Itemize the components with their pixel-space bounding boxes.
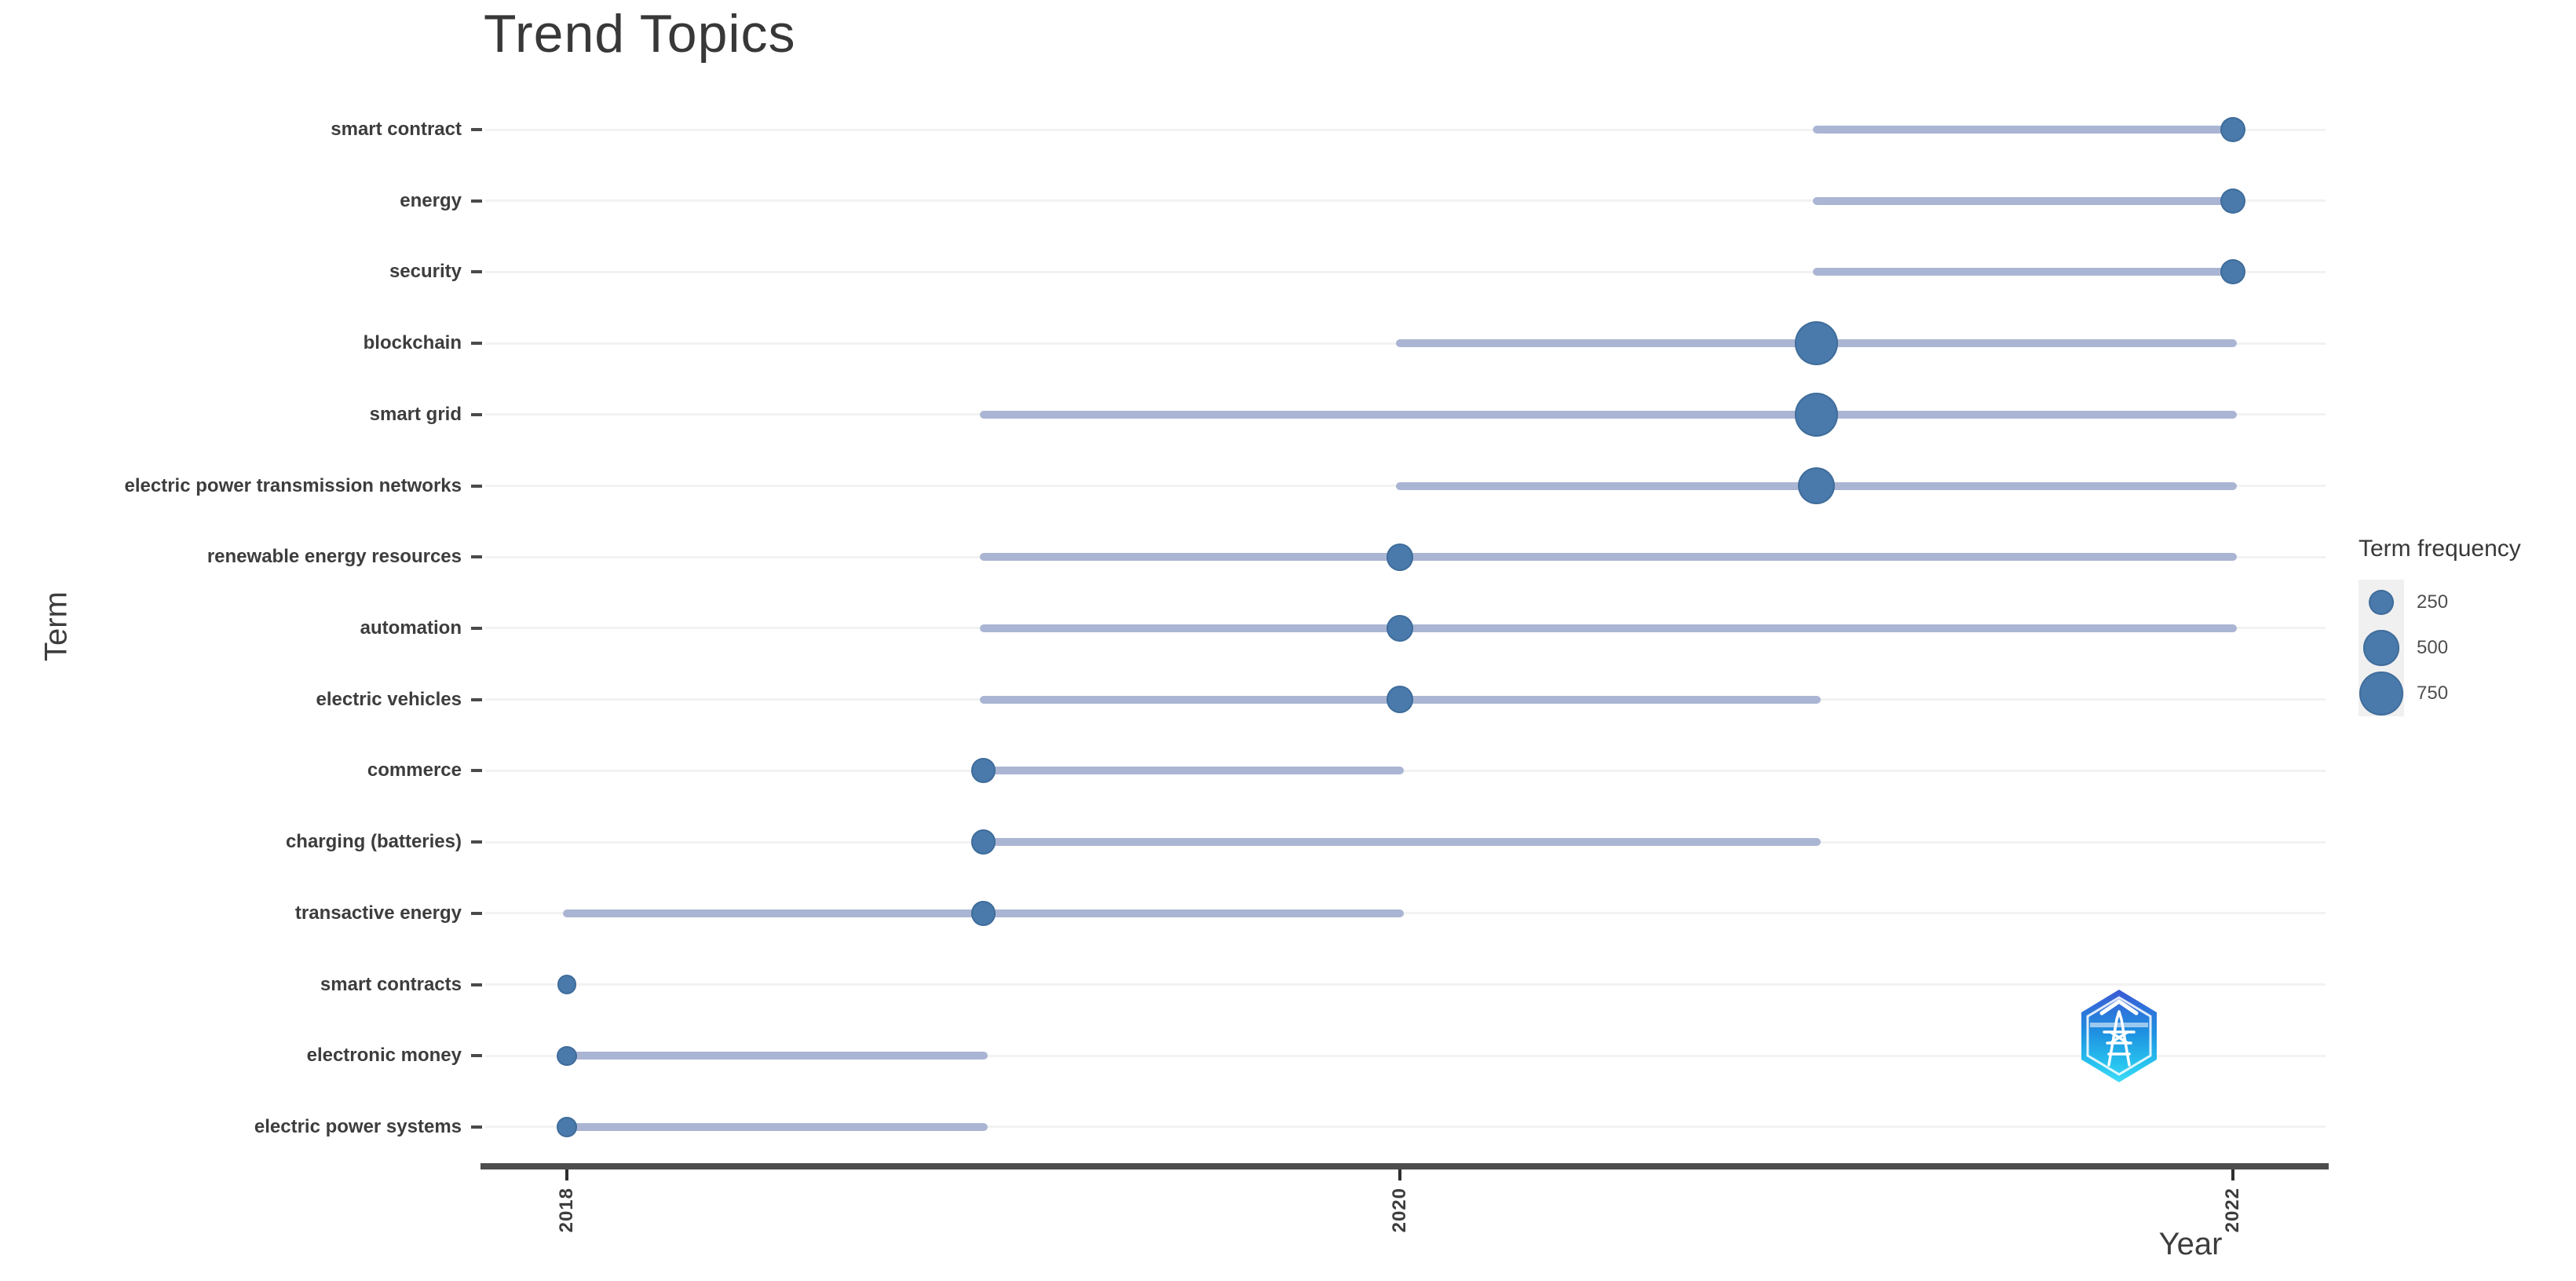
term-frequency-legend: Term frequency 250 500 750: [2359, 536, 2521, 716]
term-frequency-dot: [557, 1045, 577, 1067]
y-axis-label: blockchain: [363, 332, 462, 354]
term-frequency-dot: [970, 900, 996, 926]
y-axis-tick: [471, 128, 482, 131]
y-axis-label: electric power systems: [254, 1115, 462, 1137]
term-frequency-dot: [2220, 188, 2245, 214]
y-axis-label: commerce: [367, 759, 462, 781]
row-gridline: [485, 983, 2326, 986]
legend-entry: 250: [2359, 580, 2448, 625]
y-axis-tick: [471, 412, 482, 416]
legend-entry: 500: [2359, 625, 2448, 671]
term-frequency-dot: [1794, 321, 1839, 365]
term-frequency-dot: [970, 829, 996, 855]
legend-label: 500: [2417, 637, 2449, 658]
term-frequency-dot: [2220, 259, 2245, 285]
y-axis-label: security: [389, 261, 462, 283]
y-axis-tick: [471, 199, 482, 203]
term-range-line: [979, 767, 1404, 775]
y-axis-label: energy: [400, 189, 462, 211]
y-axis-label: transactive energy: [294, 902, 462, 924]
y-axis-tick: [471, 1054, 482, 1058]
x-axis-tick: [565, 1169, 568, 1180]
y-axis-tick: [471, 555, 482, 559]
y-axis-tick: [471, 1125, 482, 1129]
term-frequency-dot: [1794, 393, 1839, 437]
term-range-line: [1812, 126, 2237, 134]
x-axis-line: [480, 1163, 2329, 1169]
y-axis-tick: [471, 911, 482, 915]
term-range-line: [979, 838, 1821, 847]
x-axis-title: Year: [2158, 1227, 2223, 1261]
term-range-line: [979, 553, 2237, 562]
y-axis-tick: [471, 270, 482, 274]
term-range-line: [563, 1052, 988, 1060]
legend-size-swatch: [2359, 672, 2403, 716]
y-axis-tick: [471, 484, 482, 488]
legend-entry: 750: [2359, 671, 2448, 716]
term-range-line: [979, 624, 2237, 632]
row-gridline: [485, 769, 2326, 772]
term-frequency-dot: [557, 975, 577, 994]
chart-title: Trend Topics: [484, 4, 796, 64]
term-frequency-dot: [1386, 543, 1414, 571]
legend-label: 750: [2417, 683, 2449, 704]
x-axis-tick: [2231, 1169, 2234, 1180]
term-frequency-dot: [2220, 117, 2245, 142]
y-axis-tick: [471, 840, 482, 844]
term-range-line: [1812, 268, 2237, 276]
term-frequency-dot: [970, 758, 996, 784]
row-gridline: [485, 1125, 2326, 1129]
y-axis-tick: [471, 626, 482, 630]
term-frequency-dot: [1387, 615, 1413, 642]
y-axis-tick: [471, 983, 482, 986]
y-axis-label: electric power transmission networks: [124, 474, 462, 496]
row-gridline: [485, 128, 2326, 131]
term-range-line: [563, 1122, 988, 1131]
legend-size-swatch: [2363, 630, 2399, 666]
term-range-line: [1812, 196, 2237, 205]
y-axis-label: smart contracts: [320, 973, 462, 995]
legend-size-swatch: [2369, 590, 2394, 615]
y-axis-label: smart contract: [331, 119, 462, 140]
y-axis-label: charging (batteries): [285, 831, 462, 853]
row-gridline: [485, 199, 2326, 203]
legend-entries: 250 500 750: [2359, 580, 2521, 716]
term-frequency-dot: [1386, 686, 1414, 714]
legend-title: Term frequency: [2359, 536, 2521, 562]
term-frequency-dot: [557, 1117, 577, 1137]
watermark-hexagon-logo-icon: [2081, 990, 2157, 1082]
y-axis-label: smart grid: [369, 403, 462, 425]
term-range-line: [979, 410, 2237, 419]
legend-label: 250: [2417, 591, 2449, 613]
row-gridline: [485, 912, 2326, 915]
y-axis-tick: [471, 697, 482, 701]
x-axis-tick-label: 2022: [2222, 1188, 2243, 1233]
x-axis-tick-label: 2020: [1389, 1188, 1410, 1233]
y-axis-label: renewable energy resources: [206, 546, 462, 568]
y-axis-tick: [471, 769, 482, 773]
term-frequency-dot: [1797, 467, 1836, 505]
y-axis-label: automation: [360, 617, 462, 639]
row-gridline: [485, 270, 2326, 273]
x-axis-tick-label: 2018: [556, 1188, 577, 1233]
y-axis-label: electric vehicles: [316, 688, 462, 710]
y-axis-label: electronic money: [306, 1045, 462, 1067]
y-axis-tick: [471, 342, 482, 346]
row-gridline: [485, 1054, 2326, 1057]
x-axis-tick: [1398, 1169, 1401, 1180]
